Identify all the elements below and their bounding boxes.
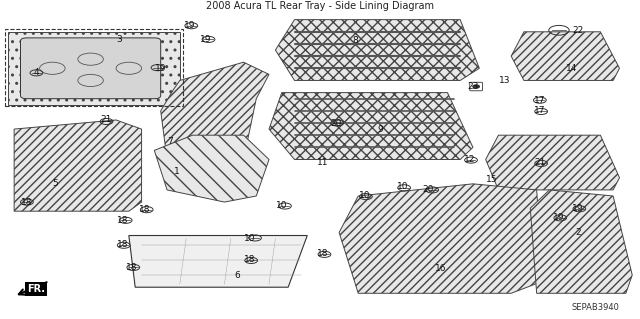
Text: 22: 22 — [572, 26, 584, 35]
Polygon shape — [486, 135, 620, 190]
Text: 18: 18 — [116, 240, 128, 249]
Text: 11: 11 — [317, 158, 329, 167]
Text: 14: 14 — [566, 64, 577, 73]
Text: 19: 19 — [200, 35, 211, 44]
Polygon shape — [154, 135, 269, 202]
Text: 18: 18 — [126, 263, 138, 272]
Polygon shape — [269, 93, 473, 160]
Text: 5: 5 — [52, 179, 58, 188]
Text: 3: 3 — [116, 35, 122, 44]
Text: 18: 18 — [139, 205, 150, 214]
Text: 1: 1 — [173, 167, 179, 176]
Text: 6: 6 — [234, 271, 240, 279]
Title: 2008 Acura TL Rear Tray - Side Lining Diagram: 2008 Acura TL Rear Tray - Side Lining Di… — [206, 1, 434, 11]
Text: 15: 15 — [486, 175, 498, 184]
Text: 19: 19 — [572, 204, 584, 213]
Text: 17: 17 — [534, 106, 545, 115]
Text: 8: 8 — [352, 36, 358, 45]
Text: FR.: FR. — [28, 284, 45, 294]
Text: 18: 18 — [21, 197, 33, 207]
Text: 13: 13 — [499, 76, 511, 85]
Text: 2: 2 — [575, 228, 581, 237]
Polygon shape — [8, 32, 180, 105]
Text: 18: 18 — [244, 255, 255, 264]
Text: 20: 20 — [422, 185, 434, 194]
Polygon shape — [511, 32, 620, 80]
Text: 19: 19 — [553, 213, 564, 222]
Text: 21: 21 — [534, 158, 545, 167]
Polygon shape — [14, 120, 141, 211]
Text: 12: 12 — [464, 155, 476, 164]
Text: 9: 9 — [378, 125, 383, 134]
Polygon shape — [161, 62, 269, 172]
Text: 10: 10 — [359, 191, 371, 200]
Text: 7: 7 — [168, 137, 173, 146]
Text: 10: 10 — [397, 182, 408, 191]
Polygon shape — [275, 20, 479, 80]
FancyBboxPatch shape — [20, 38, 161, 99]
Text: 10: 10 — [276, 201, 287, 210]
Polygon shape — [129, 235, 307, 287]
Text: 18: 18 — [317, 249, 329, 258]
Text: SEPAB3940: SEPAB3940 — [572, 302, 620, 312]
Text: 19: 19 — [155, 64, 166, 73]
Text: 19: 19 — [184, 21, 195, 30]
Text: 16: 16 — [435, 264, 447, 273]
Text: 10: 10 — [244, 234, 255, 243]
Bar — [4, 29, 183, 106]
Circle shape — [473, 85, 479, 88]
Text: 23: 23 — [467, 82, 479, 91]
Text: 21: 21 — [101, 115, 112, 124]
FancyBboxPatch shape — [470, 82, 483, 91]
Text: 4: 4 — [34, 68, 39, 77]
Polygon shape — [339, 184, 543, 293]
Text: 20: 20 — [330, 119, 342, 128]
Text: 17: 17 — [534, 96, 545, 105]
Polygon shape — [531, 190, 632, 293]
Text: 18: 18 — [116, 216, 128, 225]
